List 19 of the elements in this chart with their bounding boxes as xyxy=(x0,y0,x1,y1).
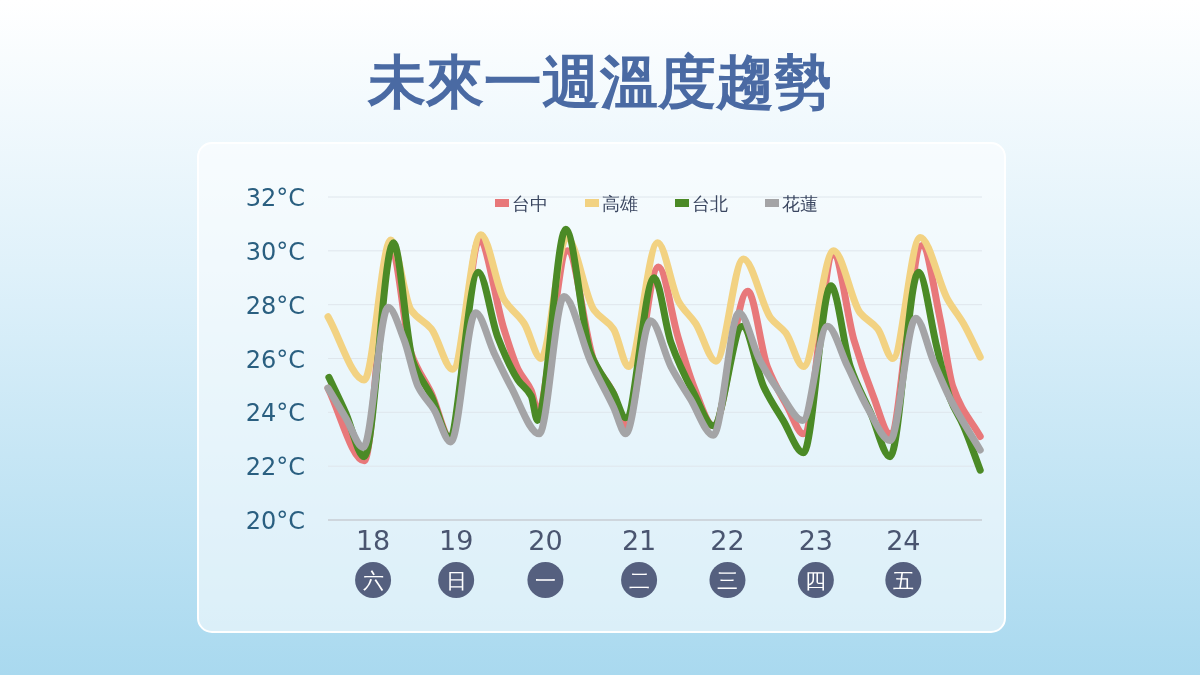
x-tick-label: 22 三 xyxy=(710,525,745,593)
y-tick-label: 26°C xyxy=(245,345,305,374)
y-tick-label: 32°C xyxy=(245,184,305,212)
y-tick-label: 28°C xyxy=(245,291,305,320)
y-tick-label: 24°C xyxy=(245,399,305,428)
x-tick-label: 20 一 xyxy=(528,525,563,593)
x-tick-label: 21 二 xyxy=(621,525,657,593)
x-tick-label: 19 日 xyxy=(438,525,474,593)
legend-label: 台中 xyxy=(512,193,548,214)
chart-title: 未來一週溫度趨勢 xyxy=(367,48,832,116)
x-tick-label: 18 六 xyxy=(355,525,391,593)
legend-label: 台北 xyxy=(692,193,728,214)
legend-label: 花蓮 xyxy=(782,193,818,214)
legend-label: 高雄 xyxy=(602,193,638,214)
x-tick-label: 24 五 xyxy=(886,525,921,593)
y-tick-label: 20°C xyxy=(245,507,305,535)
y-tick-label: 30°C xyxy=(245,237,305,266)
y-tick-label: 22°C xyxy=(245,453,305,482)
x-tick-label: 23 四 xyxy=(798,525,834,593)
